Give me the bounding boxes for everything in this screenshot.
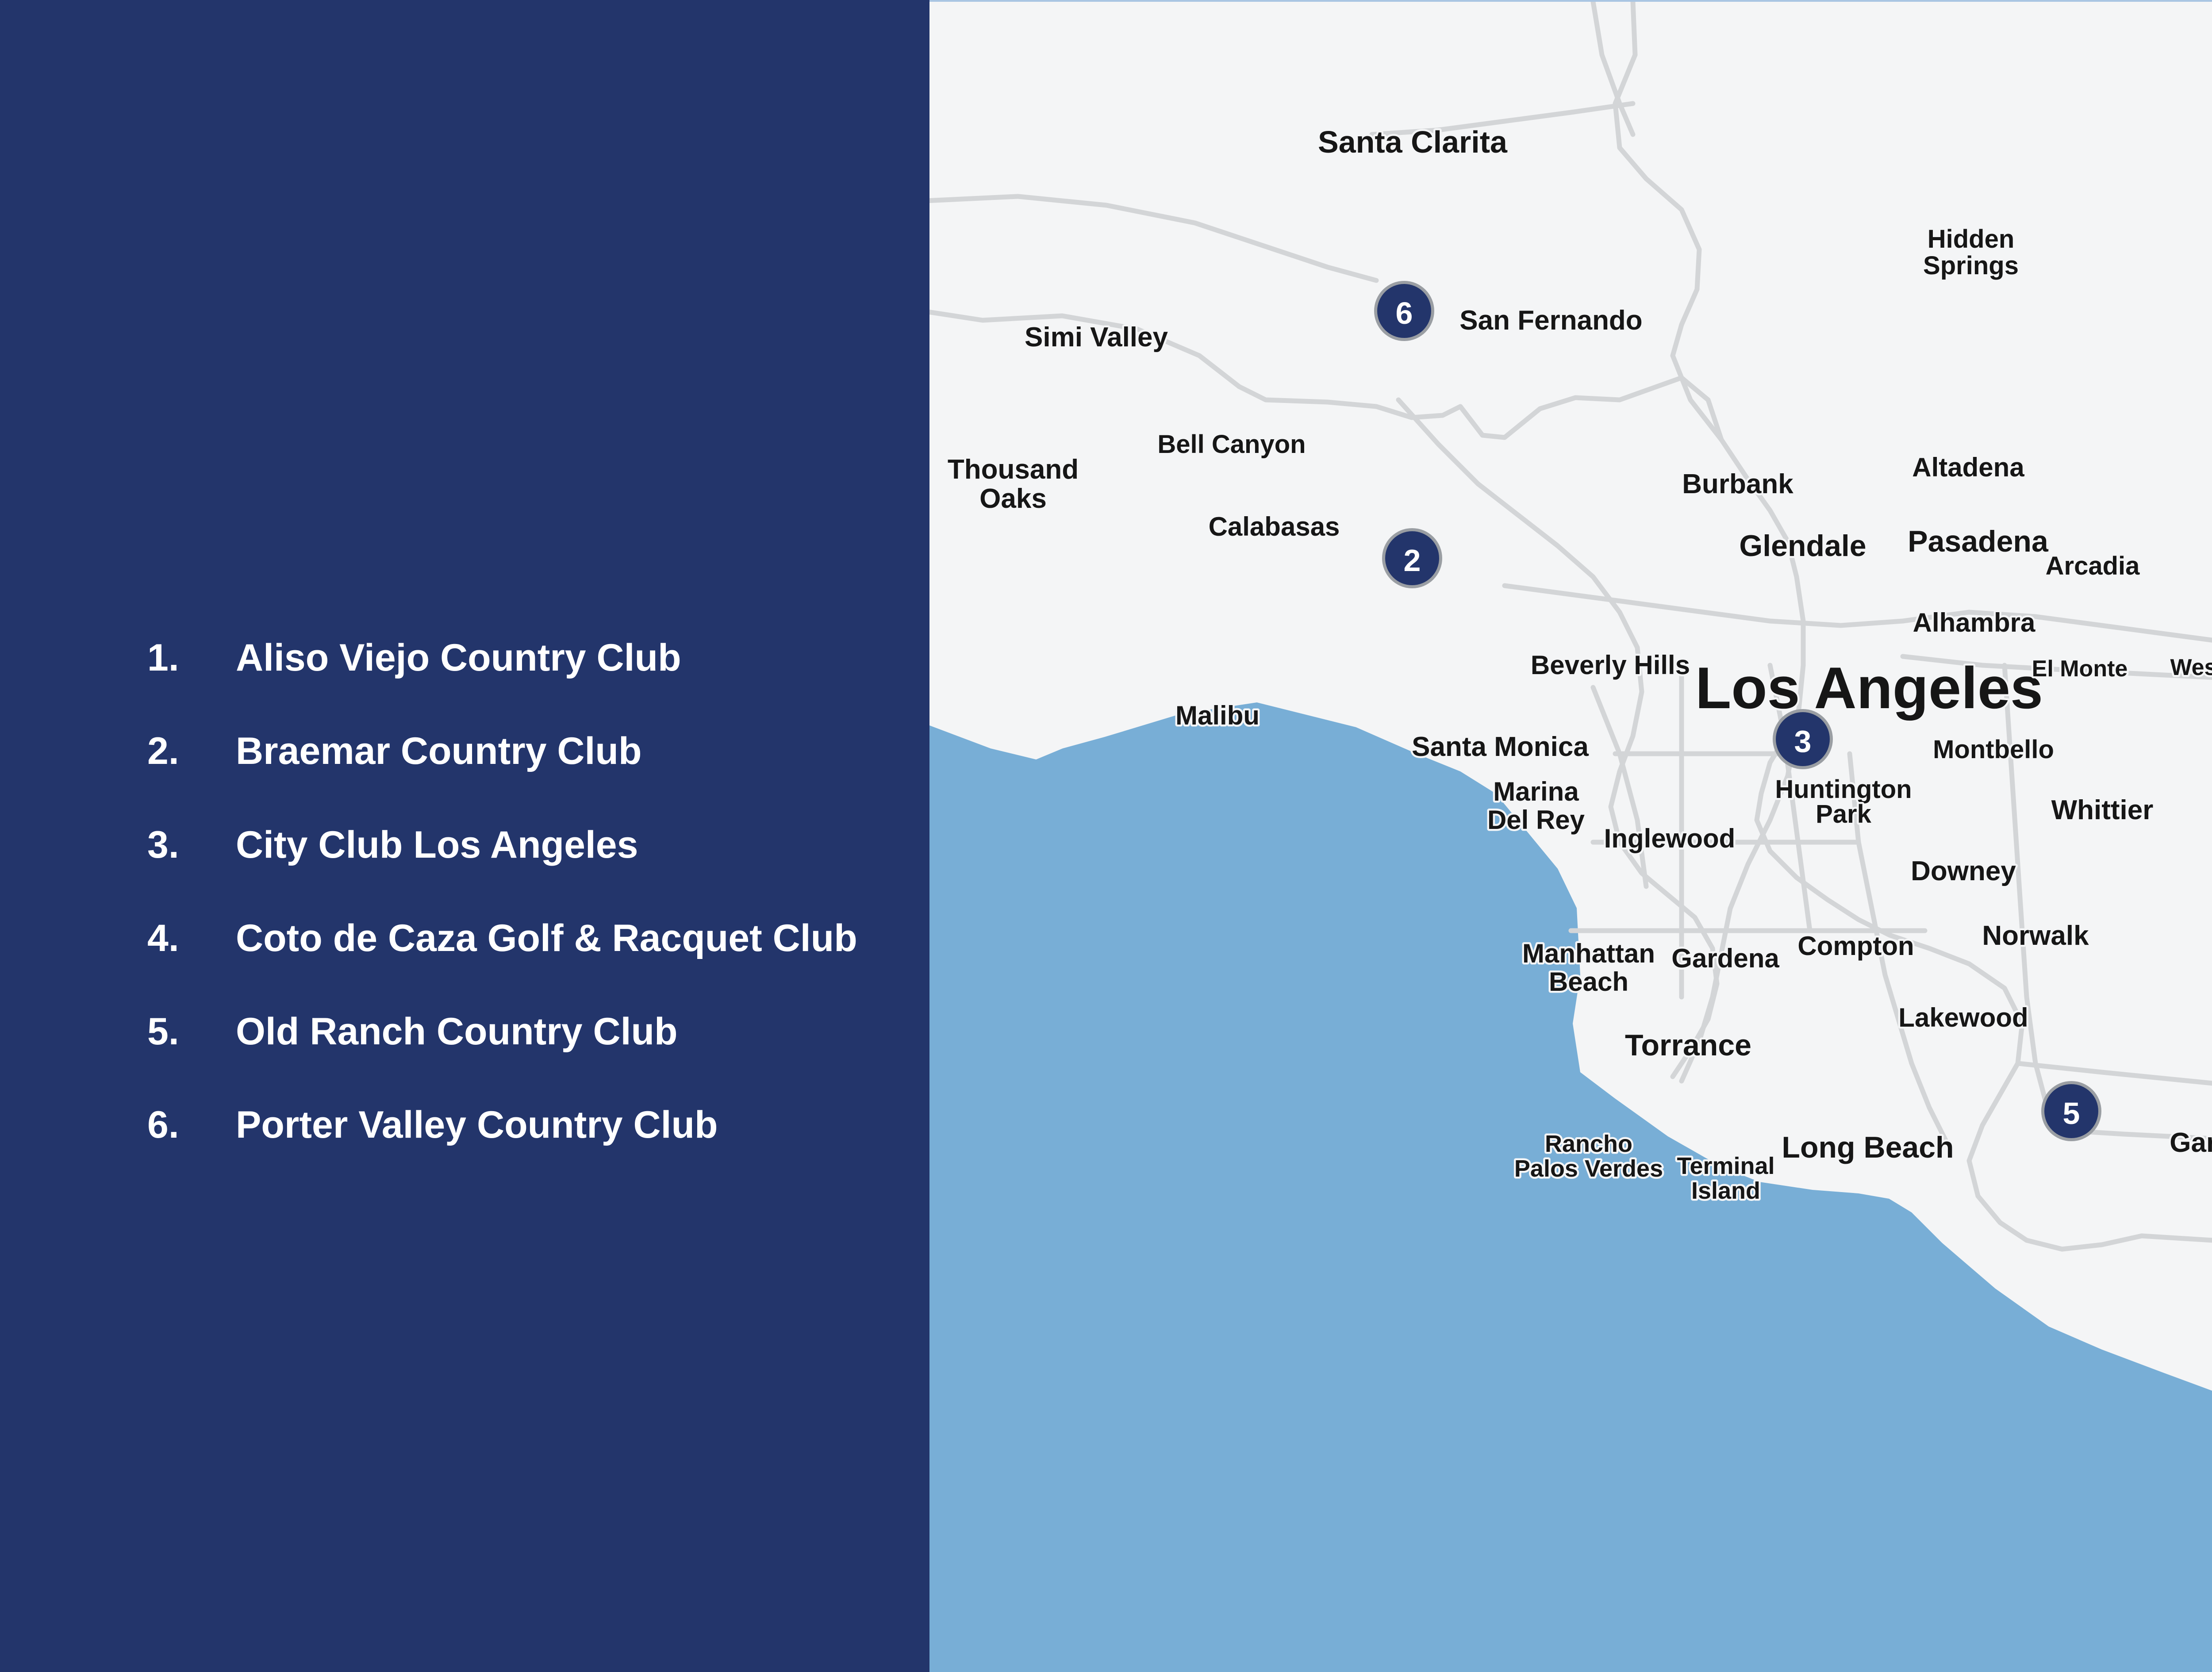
svg-text:Santa Monica: Santa Monica — [1412, 732, 1589, 762]
svg-text:Altadena: Altadena — [1912, 453, 2024, 482]
svg-text:Hidden: Hidden — [1928, 225, 2015, 253]
svg-text:El Monte: El Monte — [2032, 656, 2128, 682]
svg-text:Springs: Springs — [1923, 251, 2019, 280]
svg-text:Island: Island — [1691, 1177, 1760, 1204]
svg-text:Inglewood: Inglewood — [1604, 824, 1736, 853]
svg-text:Burbank: Burbank — [1682, 469, 1793, 499]
svg-text:Los Angeles: Los Angeles — [1695, 656, 2043, 721]
svg-text:Bell Canyon: Bell Canyon — [1157, 430, 1306, 459]
svg-text:Whittier: Whittier — [2051, 795, 2154, 825]
svg-text:Santa Clarita: Santa Clarita — [1318, 125, 1508, 159]
svg-text:San Fernando: San Fernando — [1459, 305, 1642, 336]
svg-text:Malibu: Malibu — [1175, 701, 1260, 730]
svg-text:Gardena: Gardena — [1671, 943, 1779, 973]
svg-text:Beach: Beach — [1549, 967, 1628, 997]
svg-text:Torrance: Torrance — [1625, 1028, 1751, 1062]
svg-text:Simi Valley: Simi Valley — [1025, 322, 1168, 353]
svg-text:Norwalk: Norwalk — [1982, 920, 2089, 951]
svg-text:Long Beach: Long Beach — [1782, 1131, 1954, 1164]
svg-text:Arcadia: Arcadia — [2046, 552, 2140, 580]
svg-text:Manhattan: Manhattan — [1522, 939, 1655, 968]
svg-text:6: 6 — [1396, 296, 1413, 330]
svg-text:3: 3 — [1794, 724, 1812, 759]
svg-text:Lakewood: Lakewood — [1898, 1003, 2028, 1032]
svg-text:Pasadena: Pasadena — [1908, 525, 2049, 558]
svg-text:2: 2 — [1404, 543, 1421, 578]
svg-text:Downey: Downey — [1911, 856, 2016, 886]
svg-text:5: 5 — [2063, 1096, 2080, 1131]
svg-text:Garden Grove: Garden Grove — [2170, 1127, 2212, 1158]
svg-text:Thousand: Thousand — [948, 454, 1079, 485]
svg-text:Marina: Marina — [1493, 777, 1579, 806]
svg-text:Calabasas: Calabasas — [1209, 512, 1340, 541]
svg-text:Glendale: Glendale — [1739, 529, 1866, 563]
svg-text:Montbello: Montbello — [1933, 735, 2054, 764]
svg-text:Del Rey: Del Rey — [1487, 805, 1585, 835]
svg-text:Alhambra: Alhambra — [1913, 608, 2035, 637]
svg-text:Beverly Hills: Beverly Hills — [1531, 650, 1690, 680]
svg-text:Palos Verdes: Palos Verdes — [1514, 1155, 1663, 1182]
svg-text:Compton: Compton — [1797, 931, 1914, 961]
svg-text:Terminal: Terminal — [1677, 1153, 1774, 1179]
svg-text:Rancho: Rancho — [1545, 1131, 1632, 1157]
svg-text:Oaks: Oaks — [979, 483, 1047, 514]
svg-text:Park: Park — [1816, 800, 1872, 828]
svg-text:West Covina: West Covina — [2170, 655, 2212, 680]
